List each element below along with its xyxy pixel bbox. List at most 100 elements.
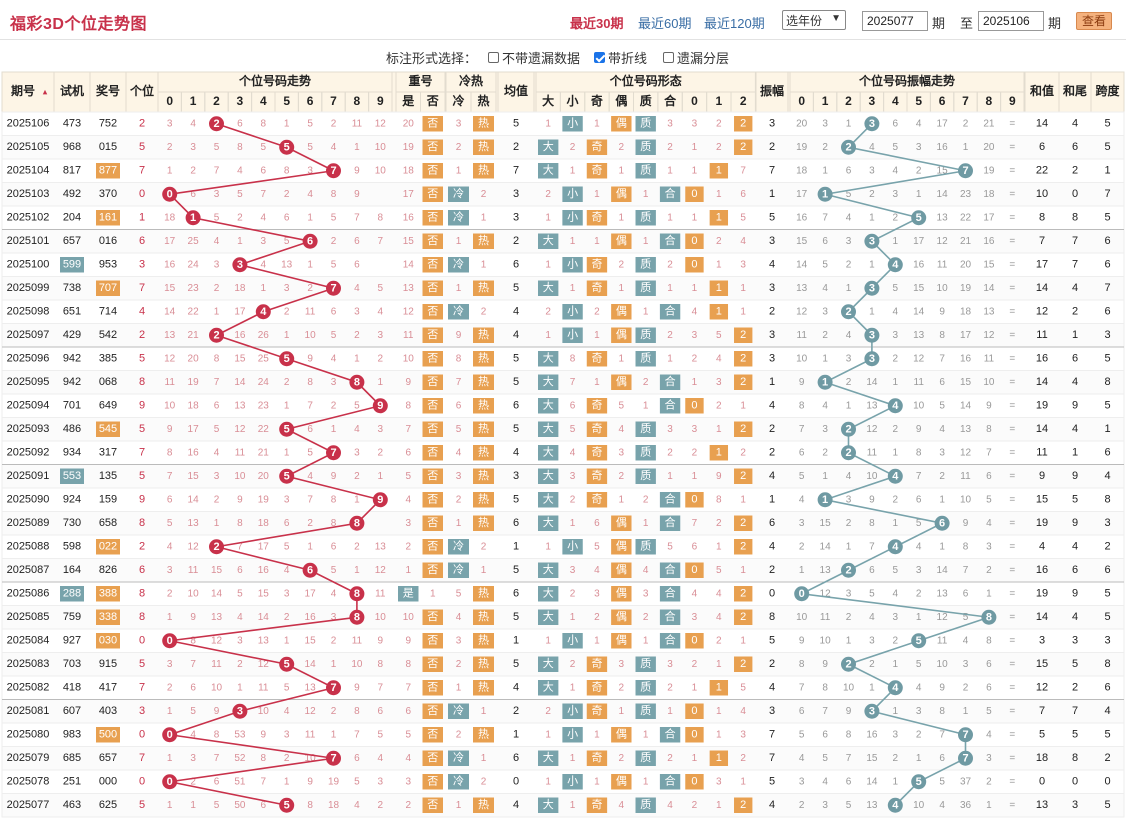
xingtai-label: 大	[543, 398, 554, 412]
xingtai-label: 奇	[591, 281, 602, 294]
option-layer[interactable]: 遗漏分层	[663, 48, 729, 67]
miss-value: 5	[331, 212, 337, 223]
xingtai-miss: 9	[716, 471, 722, 482]
shiji-value: 288	[63, 588, 81, 600]
miss-value: 3	[331, 612, 337, 623]
query-button[interactable]: 查看	[1076, 12, 1112, 30]
zhenfu-miss: 5	[799, 729, 805, 740]
miss-value: 20	[188, 353, 200, 364]
xingtai-label: 合	[665, 186, 676, 200]
xingtai-label: 合	[665, 492, 676, 506]
zhenfu-miss: 16	[913, 259, 925, 270]
jianghao-value: 161	[99, 212, 117, 224]
miss-value: 12	[375, 118, 387, 129]
miss-value: 1	[354, 494, 360, 505]
zhenfu-miss: 1	[846, 283, 852, 294]
zhenfu-miss: 9	[986, 400, 992, 411]
xingtai-badge	[538, 398, 559, 414]
checkbox-no-miss[interactable]	[488, 52, 499, 63]
option-no-miss[interactable]: 不带遗漏数据	[488, 48, 580, 67]
hewei-value: 8	[1072, 212, 1078, 224]
chonghao-no	[422, 351, 443, 367]
shiji-value: 598	[63, 541, 81, 553]
remainder-badge	[734, 586, 753, 602]
kuadu-value: 8	[1104, 658, 1110, 670]
kuadu-value: 1	[1104, 165, 1110, 177]
miss-value: 9	[354, 682, 360, 693]
xingtai-miss: 5	[619, 400, 625, 411]
xingtai-miss: 1	[594, 729, 600, 740]
zhenfu-miss: 2	[799, 541, 805, 552]
xingtai-label: 质	[640, 798, 651, 811]
zhenfu-miss: 2	[822, 330, 828, 341]
chonghao-no	[422, 609, 443, 625]
xingtai-label: 小	[567, 728, 578, 741]
gewei-value: 8	[139, 588, 145, 600]
zhenfu-ball	[864, 703, 880, 719]
option-line[interactable]: 带折线	[594, 48, 647, 67]
miss-value: 1	[378, 471, 384, 482]
xingtai-badge	[659, 586, 681, 602]
shiji-value: 817	[63, 165, 81, 177]
junzhi-value: 2	[513, 235, 519, 247]
recent-30-link[interactable]: 最近30期	[570, 16, 624, 31]
chonghao-no	[422, 257, 443, 273]
xingtai-miss: 2	[570, 142, 576, 153]
miss-value: 3	[354, 306, 360, 317]
miss-value: 1	[261, 283, 267, 294]
year-select[interactable]: 选年份 ▼	[782, 10, 846, 30]
miss-value: 4	[331, 353, 337, 364]
xingtai-miss: 1	[643, 776, 649, 787]
zhenfu-ball-number: 2	[845, 424, 851, 436]
xingtai-badge	[586, 210, 608, 226]
hewei-value: 7	[1072, 235, 1078, 247]
zhenfu-ball	[911, 774, 927, 790]
trend-ball-number: 5	[284, 353, 290, 365]
zhenfu-ball	[864, 327, 880, 343]
chonghao-no-label: 否	[427, 353, 438, 365]
chonghao-no-label: 否	[427, 329, 438, 341]
xingtai-label: 小	[567, 634, 578, 647]
xingtai-miss: 4	[692, 588, 698, 599]
miss-value: 53	[234, 729, 246, 740]
miss-value: 4	[331, 142, 337, 153]
xingtai-badge	[659, 562, 681, 578]
chonghao-no	[422, 304, 443, 320]
miss-value: 2	[331, 400, 337, 411]
checkbox-line[interactable]	[594, 52, 605, 63]
xingtai-miss: 3	[692, 330, 698, 341]
gewei-value: 8	[139, 611, 145, 623]
to-issue-input[interactable]	[978, 11, 1044, 31]
remainder-badge	[709, 163, 729, 179]
zhenfu-miss: 3	[846, 494, 852, 505]
zhenfu-miss: =	[1009, 729, 1015, 740]
leng-miss: 3	[456, 635, 462, 646]
zhenfu-miss: 7	[963, 565, 969, 576]
shiji-value: 942	[63, 376, 81, 388]
xingtai-miss: 2	[594, 612, 600, 623]
miss-value: 18	[234, 283, 246, 294]
zhenfu-miss: 8	[916, 447, 922, 458]
zhenfu-miss: =	[1009, 400, 1015, 411]
from-issue-input[interactable]	[862, 11, 928, 31]
miss-value: 2	[378, 447, 384, 458]
xingtai-label: 质	[640, 117, 651, 130]
chonghao-no-label: 否	[427, 611, 438, 623]
recent-60-link[interactable]: 最近60期	[638, 16, 692, 31]
xingtai-miss: 1	[740, 306, 746, 317]
miss-value: 6	[378, 706, 384, 717]
zhenfu-miss: 11	[914, 377, 925, 388]
trend-ball-number: 0	[167, 729, 173, 741]
chonghao-no-label: 否	[427, 212, 438, 224]
checkbox-layer[interactable]	[663, 52, 674, 63]
trend-ball	[279, 421, 295, 437]
miss-value: 1	[354, 353, 360, 364]
recent-120-link[interactable]: 最近120期	[704, 16, 765, 31]
zhenfu-value: 0	[769, 588, 775, 600]
xingtai-badge	[635, 445, 656, 461]
junzhi-value: 5	[513, 564, 519, 576]
chonghao-miss: 2	[405, 800, 411, 811]
zhenfu-ball	[864, 280, 880, 296]
leng-label: 冷	[453, 563, 464, 576]
issue-number: 2025106	[7, 118, 50, 130]
